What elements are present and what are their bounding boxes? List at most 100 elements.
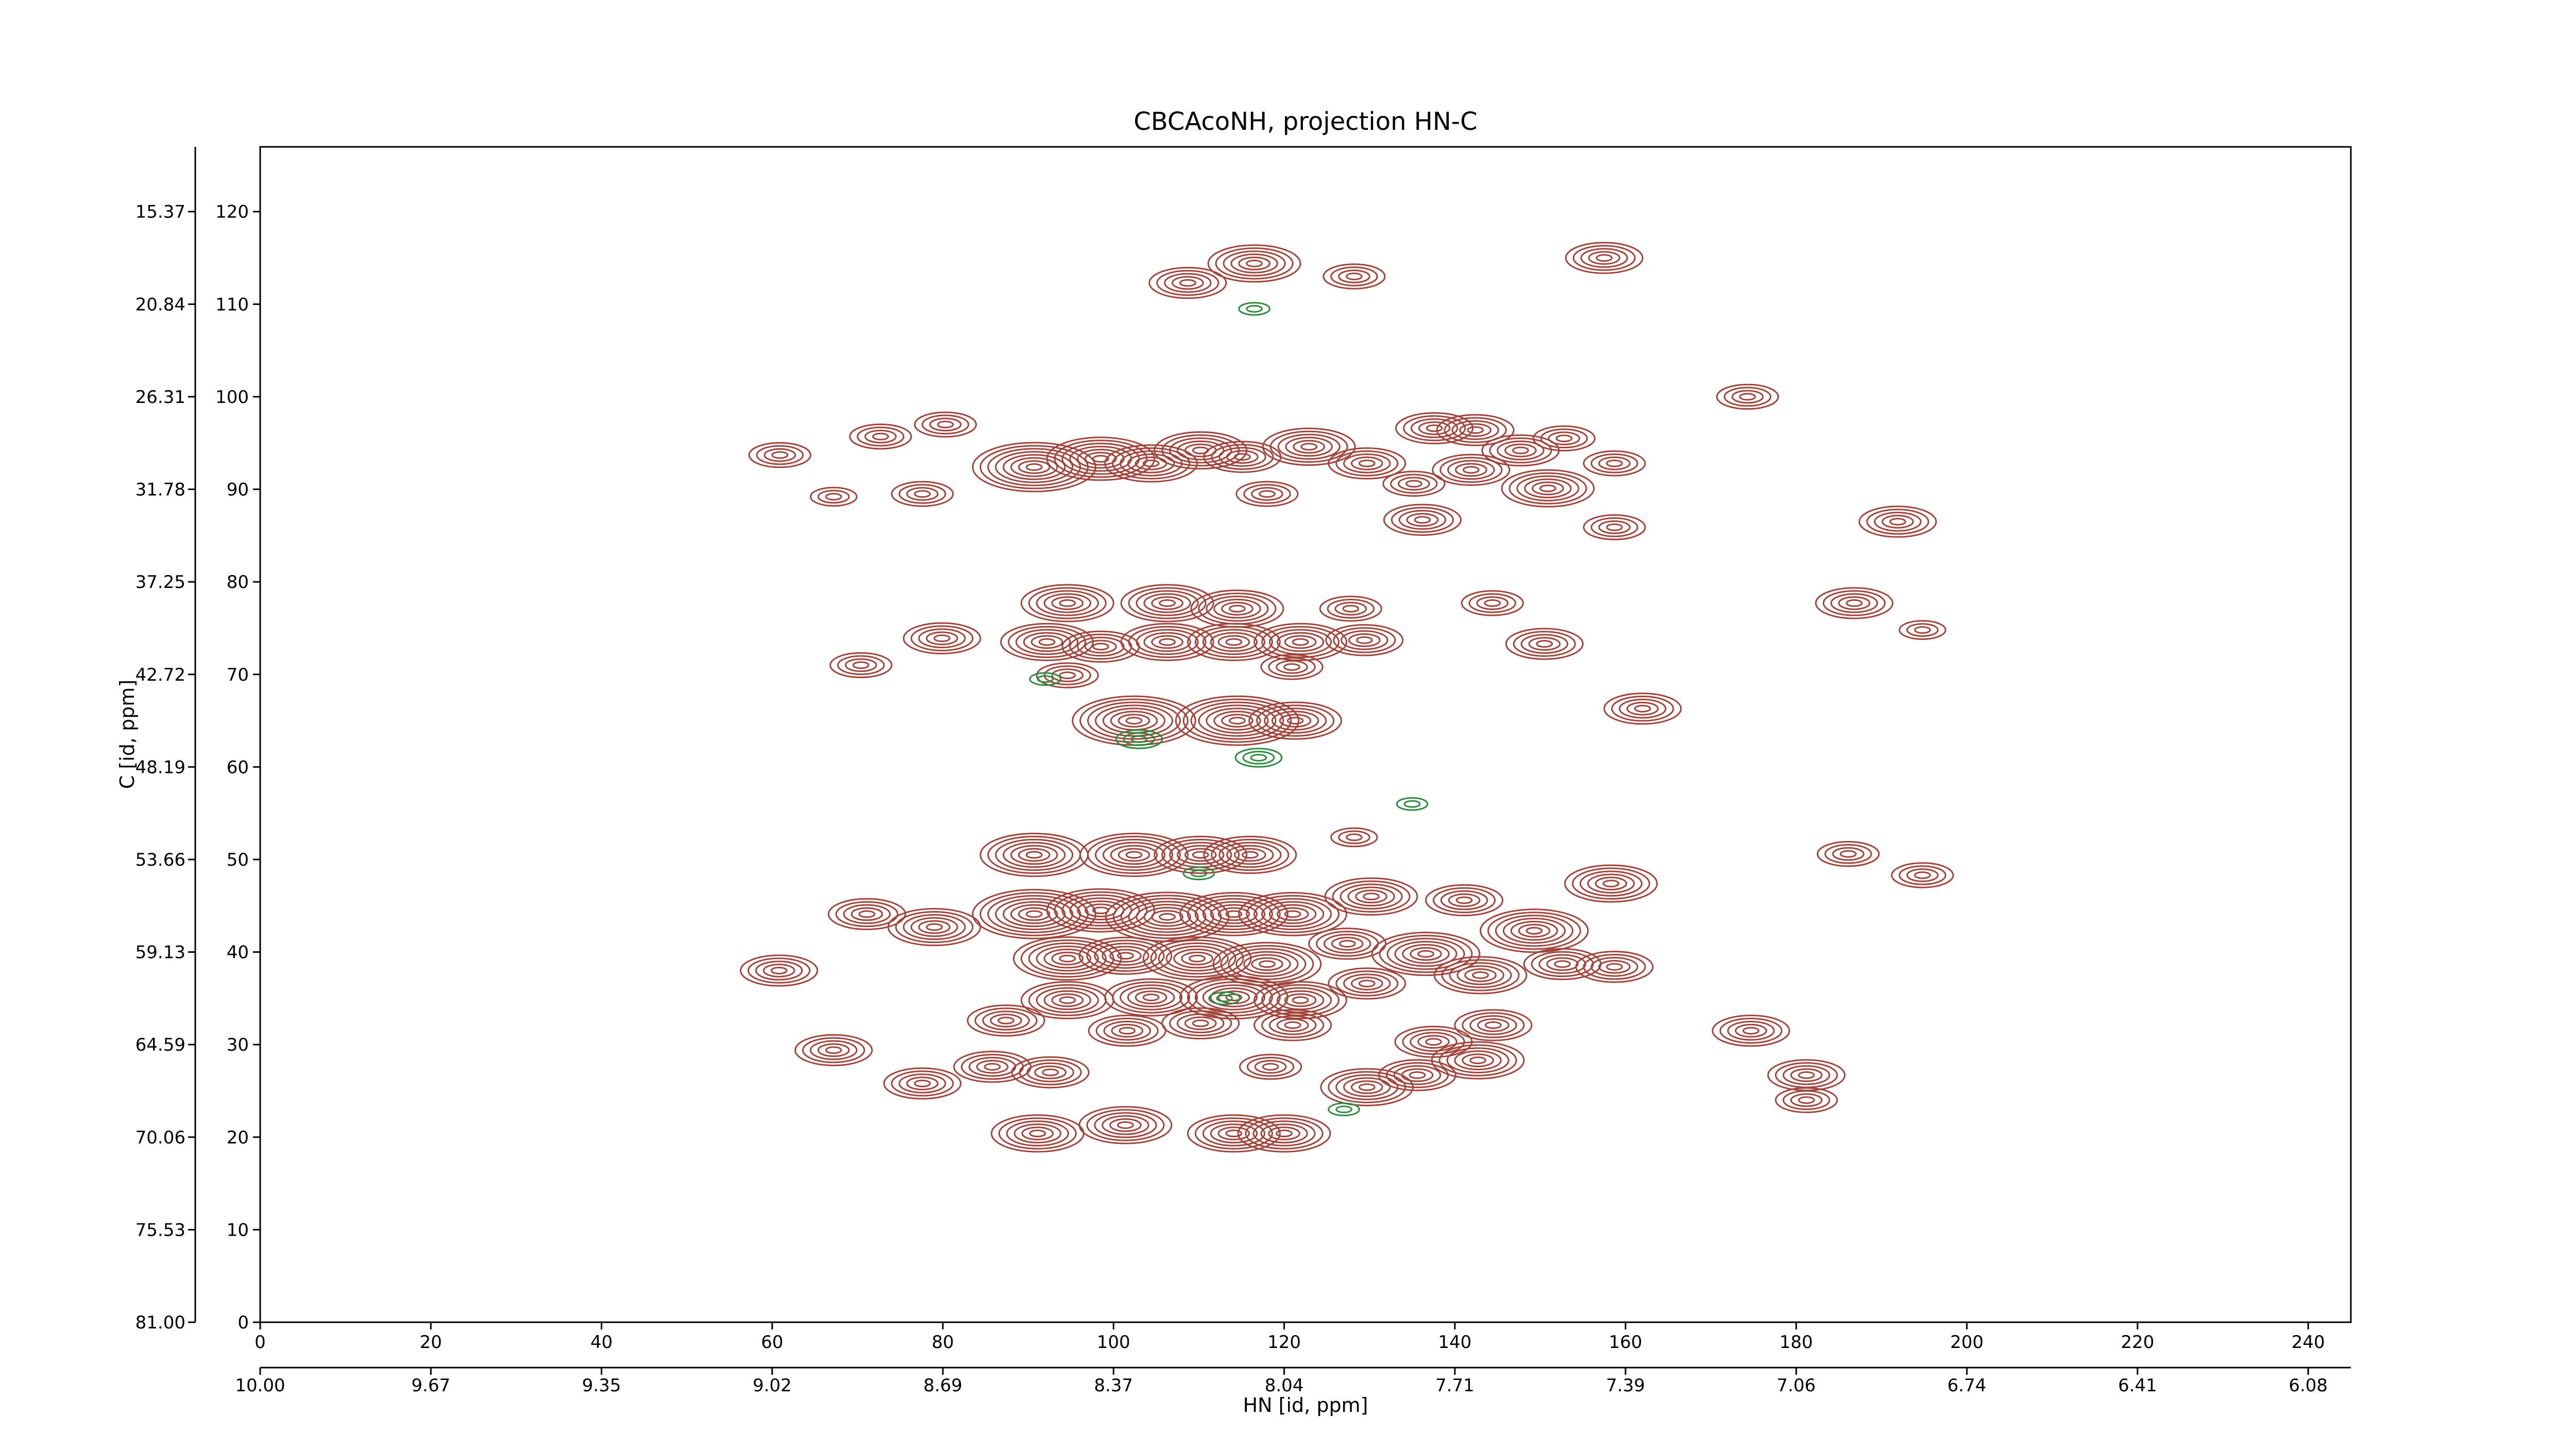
contour-line xyxy=(1268,904,1317,924)
contour-line xyxy=(1341,630,1388,650)
contour-line xyxy=(1268,987,1332,1014)
contour-line xyxy=(1003,901,1066,928)
contour-line xyxy=(1229,717,1246,724)
contour-line xyxy=(1330,827,1378,848)
peak xyxy=(1253,622,1348,661)
peak xyxy=(990,1114,1084,1153)
contour-line xyxy=(1061,894,1140,926)
contour-line xyxy=(1187,622,1281,661)
contour-line xyxy=(1882,515,1914,529)
contour-line xyxy=(1477,1018,1510,1032)
contour-line xyxy=(1011,1056,1090,1089)
contour-line xyxy=(1447,460,1495,480)
contour-line xyxy=(1208,991,1241,1005)
contour-line xyxy=(1824,844,1872,864)
x-tick-label: 120 xyxy=(1267,1332,1301,1353)
contour-line xyxy=(1254,1059,1287,1074)
contour-line xyxy=(1323,934,1371,954)
contour-line xyxy=(1579,870,1643,897)
contour-line xyxy=(1284,635,1317,649)
contour-line xyxy=(1606,523,1623,531)
contour-line xyxy=(1136,590,1199,616)
contour-line xyxy=(1410,418,1459,439)
peak xyxy=(1203,835,1297,874)
contour-line xyxy=(1590,453,1638,474)
contour-line xyxy=(1462,1012,1525,1038)
x2-tick-label: 6.74 xyxy=(1947,1375,1987,1396)
contour-line xyxy=(1727,1020,1775,1041)
contour-line xyxy=(1237,1114,1331,1153)
contour-line xyxy=(1210,1123,1258,1143)
contour-line xyxy=(1371,932,1481,976)
peak xyxy=(1078,1106,1173,1144)
contour-line xyxy=(1261,901,1325,928)
contour-line xyxy=(1223,250,1286,277)
contour-line xyxy=(1446,1047,1510,1073)
contour-line xyxy=(1817,840,1880,867)
peak xyxy=(1253,1009,1332,1041)
x2-tick-label: 9.02 xyxy=(753,1375,792,1396)
contour-line xyxy=(1455,463,1487,477)
contour-line xyxy=(1840,850,1857,858)
contour-line xyxy=(1238,891,1348,936)
contour-line xyxy=(1213,711,1261,731)
contour-line xyxy=(1019,1059,1082,1086)
contour-line xyxy=(1335,970,1399,997)
contour-line xyxy=(1051,668,1084,682)
contour-line xyxy=(1213,598,1261,619)
contour-line xyxy=(1192,851,1209,859)
contour-line xyxy=(1226,450,1259,464)
contour-line xyxy=(1120,622,1214,661)
peak xyxy=(1237,1114,1331,1153)
contour-line xyxy=(1383,503,1462,536)
contour-line xyxy=(1518,923,1551,938)
contour-line xyxy=(1536,640,1553,648)
peak xyxy=(1891,862,1954,888)
contour-line xyxy=(891,1070,954,1097)
peak xyxy=(1454,1009,1533,1041)
contour-line xyxy=(1347,886,1395,907)
peak xyxy=(1382,470,1446,497)
contour-line xyxy=(1235,481,1299,507)
contour-line xyxy=(1159,599,1176,607)
contour-line xyxy=(1526,926,1543,935)
contour-line xyxy=(1008,626,1087,659)
contour-line xyxy=(1161,1007,1240,1040)
peak xyxy=(1105,891,1230,942)
contour-line xyxy=(1253,898,1332,931)
contour-line xyxy=(1480,908,1589,953)
contour-line xyxy=(1120,584,1214,622)
contour-line xyxy=(976,1059,1009,1074)
contour-line xyxy=(1603,693,1682,725)
peak xyxy=(1383,503,1462,536)
contour-line xyxy=(1234,848,1266,862)
contour-line xyxy=(1028,942,1107,975)
contour-line xyxy=(1226,845,1274,865)
contour-line xyxy=(1276,660,1308,674)
contour-line xyxy=(1432,887,1496,914)
contour-line xyxy=(1120,898,1214,936)
contour-line xyxy=(1202,629,1265,655)
x2-tick-label: 7.71 xyxy=(1435,1375,1475,1396)
contour-line xyxy=(1210,904,1258,924)
contour-line xyxy=(1286,717,1304,724)
contour-line xyxy=(1775,1087,1838,1114)
contour-line xyxy=(1210,632,1258,652)
contour-line xyxy=(1324,877,1418,916)
contour-line xyxy=(1332,880,1411,913)
peak xyxy=(1320,1068,1414,1106)
contour-line xyxy=(1417,950,1434,958)
contour-line xyxy=(1739,393,1756,401)
contour-line xyxy=(1469,1015,1517,1035)
contour-line xyxy=(1148,266,1227,299)
contour-line xyxy=(1866,509,1929,535)
contour-line xyxy=(1331,937,1364,951)
contour-line xyxy=(1393,1065,1442,1085)
contour-line xyxy=(1425,884,1504,917)
contour-line xyxy=(899,484,946,504)
contour-line xyxy=(1190,701,1284,740)
contour-line xyxy=(1441,959,1520,991)
contour-line xyxy=(995,838,1074,871)
contour-line xyxy=(1440,890,1488,911)
